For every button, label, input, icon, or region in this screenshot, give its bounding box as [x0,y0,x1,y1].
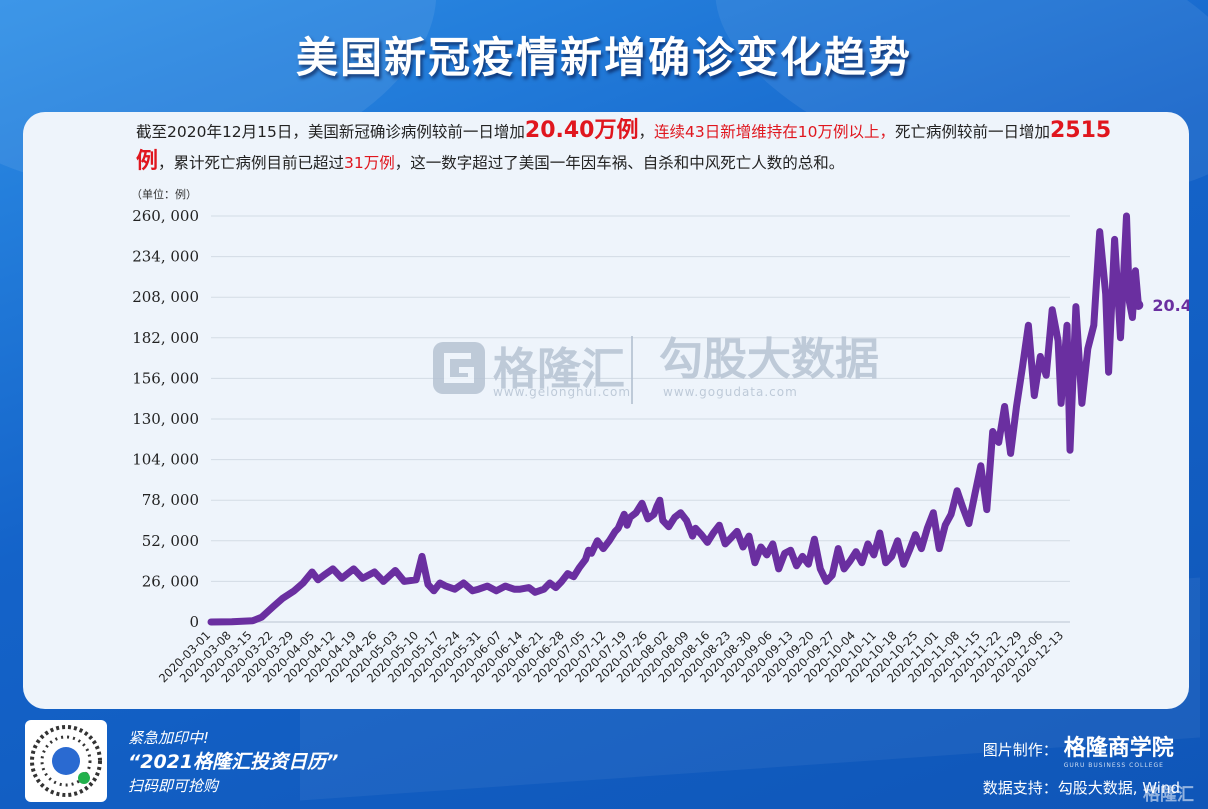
promo-block: 紧急加印中! “2021格隆汇投资日历” 扫码即可抢购 [128,726,338,798]
chart-panel: 截至2020年12月15日，美国新冠确诊病例较前一日增加20.40万例，连续43… [23,112,1189,709]
y-tick-label: 104, 000 [132,451,199,469]
watermark-divider [631,336,633,404]
x-axis: 2020-03-012020-03-082020-03-152020-03-22… [156,628,1066,685]
y-tick-label: 260, 000 [132,207,199,225]
page-title: 美国新冠疫情新增确诊变化趋势 [295,33,912,82]
watermark-brand2: 勾股大数据 [659,334,879,385]
grid-lines [211,215,1070,623]
watermark: 格隆汇 www.gelonghui.com 勾股大数据 www.gogudata… [433,334,879,404]
promo-line2: “2021格隆汇投资日历” [128,751,339,773]
summary-text: 截至2020年12月15日，美国新冠确诊病例较前一日增加20.40万例，连续43… [136,116,1126,178]
y-tick-label: 208, 000 [132,288,199,306]
summary-part: 死亡病例较前一日增加 [894,123,1050,141]
summary-highlight: 连续43日新增维持在10万例以上， [654,123,895,141]
brand-subtitle: GURU BUSINESS COLLEGE [1063,761,1164,769]
watermark-logo-icon [433,342,485,394]
watermark-url1: www.gelonghui.com [493,385,631,399]
credits-block: 图片制作： 格隆商学院 GURU BUSINESS COLLEGE 数据支持： … [983,730,1180,806]
watermark-brand1: 格隆汇 [493,344,625,395]
y-tick-label: 156, 000 [132,369,199,387]
y-tick-label: 26, 000 [142,572,199,590]
end-value-label: 20.40万例 [1152,296,1189,315]
y-tick-label: 52, 000 [142,532,199,550]
promo-line1: 紧急加印中! [128,729,210,747]
y-axis: 0 26, 000 52, 000 78, 000 104, 000 130, 000 15… [132,207,199,631]
qr-icon [30,725,102,797]
promo-line3: 扫码即可抢购 [128,777,219,795]
end-marker [1133,300,1144,311]
credit-label-made-by: 图片制作： [982,740,1058,759]
brand-name: 格隆商学院 [1063,735,1174,761]
y-tick-label: 234, 000 [132,248,199,266]
qr-code[interactable] [25,720,107,802]
summary-part: ，这一数字超过了美国一年因车祸、自杀和中风死亡人数的总和。 [394,154,845,172]
data-source: 勾股大数据, Wind [1057,778,1180,797]
summary-part: 截至2020年12月15日，美国新冠确诊病例较前一日增加 [136,123,525,141]
line-chart: 格隆汇 www.gelonghui.com 勾股大数据 www.gogudata… [131,187,1189,685]
new-cases-value: 20.40万例 [524,118,639,143]
y-tick-label: 0 [189,613,199,631]
corner-watermark: 格隆汇 [1143,785,1194,805]
series-line [207,212,1142,626]
y-tick-label: 130, 000 [132,410,199,428]
y-tick-label: 78, 000 [142,491,199,509]
summary-part: ， [638,123,655,141]
summary-part: ，累计死亡病例目前已超过 [158,154,345,172]
total-deaths-value: 31万例 [344,154,395,172]
y-tick-label: 182, 000 [132,329,199,347]
new-deaths-value: 2515例 [136,118,1112,174]
credit-label-data: 数据支持： [982,778,1058,797]
unit-label: （单位：例） [131,187,197,201]
watermark-url2: www.gogudata.com [663,385,798,399]
